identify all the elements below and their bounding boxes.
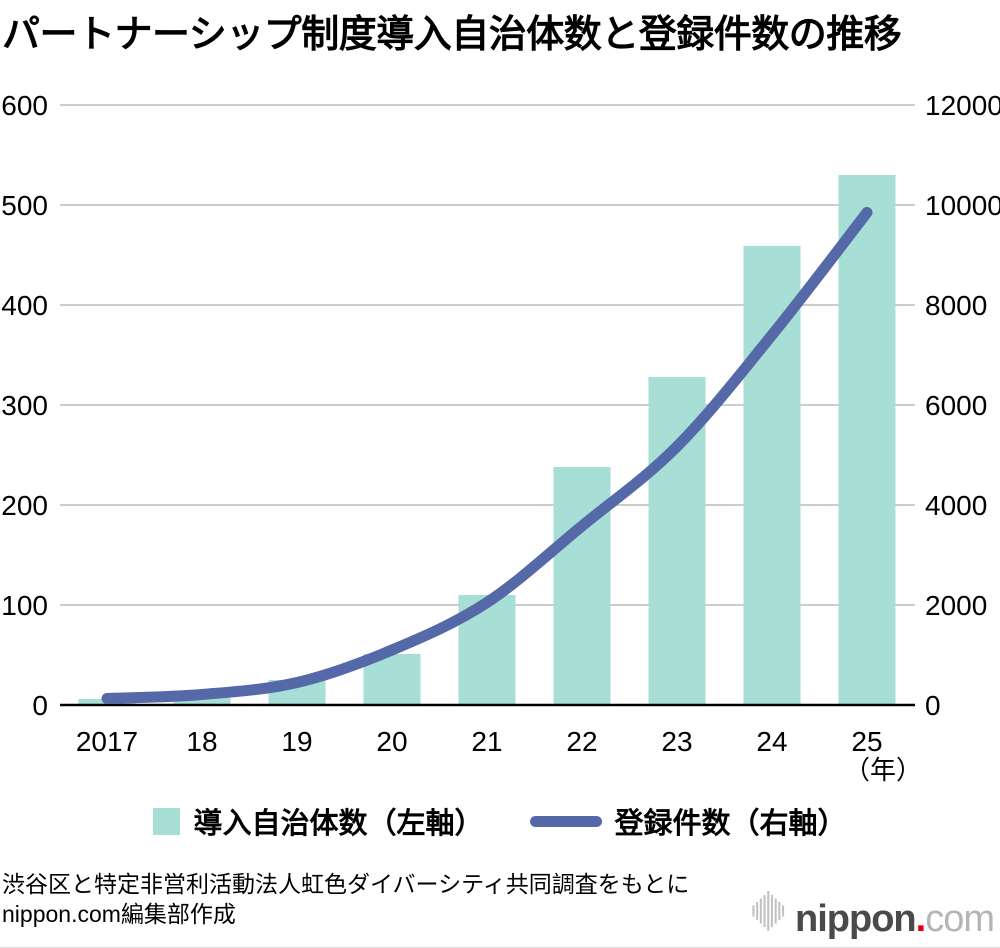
- soundwave-bar: [774, 898, 777, 924]
- soundwave-bar: [782, 905, 785, 917]
- right-axis-tick-8000: 8000: [925, 290, 987, 321]
- x-tick-label-18: 18: [186, 726, 217, 757]
- registrations-trend-line: [101, 207, 873, 704]
- right-axis-tick-10000: 10000: [925, 190, 1000, 221]
- soundwave-bar: [778, 902, 781, 920]
- legend: 導入自治体数（左軸） 登録件数（右軸）: [0, 800, 1000, 842]
- left-axis-tick-200: 200: [1, 490, 48, 521]
- x-tick-label-21: 21: [471, 726, 502, 757]
- soundwave-bar: [759, 898, 762, 924]
- bar-25: [838, 175, 896, 705]
- x-axis-unit-label: （年）: [844, 755, 922, 785]
- left-axis-tick-400: 400: [1, 290, 48, 321]
- right-axis-tick-0: 0: [925, 690, 941, 721]
- soundwave-bar: [756, 902, 759, 920]
- logo-dot: .: [915, 898, 927, 940]
- left-axis-tick-300: 300: [1, 390, 48, 421]
- x-tick-label-22: 22: [566, 726, 597, 757]
- legend-label-registrations: 登録件数（右軸）: [614, 808, 847, 840]
- x-tick-label-20: 20: [376, 726, 407, 757]
- right-axis-tick-4000: 4000: [925, 490, 987, 521]
- x-tick-label-2017: 2017: [76, 726, 138, 757]
- soundwave-icon: [752, 891, 785, 931]
- source-line-2: nippon.com編集部作成: [2, 900, 236, 927]
- logo-text-com: com: [925, 898, 995, 940]
- left-axis-tick-100: 100: [1, 590, 48, 621]
- soundwave-bar: [767, 891, 770, 931]
- x-tick-label-24: 24: [756, 726, 787, 757]
- bar-22: [553, 467, 611, 705]
- bar-24: [743, 246, 801, 705]
- legend-item-registrations: 登録件数（右軸）: [529, 800, 847, 842]
- line-series-swatch: [529, 815, 602, 827]
- chart-title: パートナーシップ制度導入自治体数と登録件数の推移: [2, 14, 902, 56]
- soundwave-bar: [770, 895, 774, 927]
- legend-item-municipalities: 導入自治体数（左軸）: [153, 800, 484, 842]
- logo-wordmark: nippon.com: [795, 898, 995, 940]
- source-line-1: 渋谷区と特定非営利活動法人虹色ダイバーシティ共同調査をもとに: [2, 871, 690, 897]
- logo-text-nippon: nippon: [795, 898, 917, 940]
- bar-18: [173, 696, 231, 705]
- soundwave-bar: [752, 905, 755, 917]
- chart-canvas: 0100200300400500600020004000600080001000…: [1, 90, 1000, 785]
- nippon-logo: nippon.com: [752, 889, 995, 940]
- right-axis-tick-6000: 6000: [925, 390, 987, 421]
- x-tick-label-19: 19: [281, 726, 312, 757]
- bar-series-swatch: [153, 807, 181, 835]
- left-axis-tick-600: 600: [1, 90, 48, 121]
- x-tick-label-25: 25: [851, 726, 882, 757]
- soundwave-bar: [763, 895, 766, 927]
- left-axis-tick-0: 0: [32, 690, 48, 721]
- legend-label-municipalities: 導入自治体数（左軸）: [193, 808, 484, 840]
- right-axis-tick-12000: 12000: [925, 90, 1000, 121]
- x-tick-label-23: 23: [661, 726, 692, 757]
- left-axis-tick-500: 500: [1, 190, 48, 221]
- source-note: 渋谷区と特定非営利活動法人虹色ダイバーシティ共同調査をもとに nippon.co…: [2, 870, 689, 929]
- right-axis-tick-2000: 2000: [925, 590, 987, 621]
